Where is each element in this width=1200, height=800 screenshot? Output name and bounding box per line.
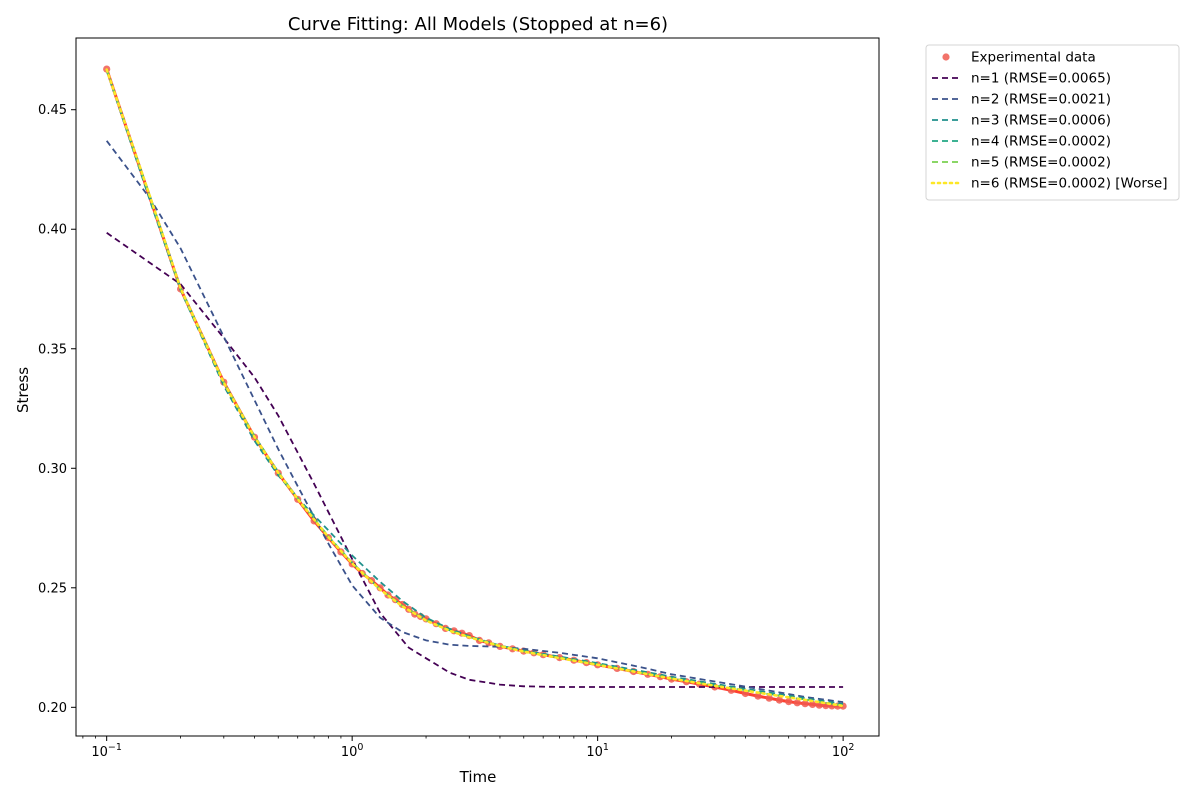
fit-line-n5	[105, 68, 844, 707]
chart-title: Curve Fitting: All Models (Stopped at n=…	[288, 14, 668, 35]
series-line	[105, 70, 844, 705]
experimental-data-point	[754, 692, 762, 700]
y-axis-label: Stress	[14, 367, 32, 413]
legend-label-n2: n=2 (RMSE=0.0021)	[971, 92, 1111, 108]
y-tick-label: 0.40	[38, 223, 67, 238]
experimental-data-line	[105, 68, 844, 708]
series-line	[106, 232, 844, 688]
experimental-data-point	[793, 699, 801, 707]
y-tick-label: 0.25	[38, 581, 67, 596]
experimental-data-point	[801, 700, 809, 708]
legend-label-n4: n=4 (RMSE=0.0002)	[971, 134, 1111, 150]
experimental-data-point	[775, 696, 784, 704]
x-tick-label: 100	[341, 742, 364, 760]
x-tick-label: 10−1	[91, 742, 122, 760]
legend-label-n3: n=3 (RMSE=0.0006)	[971, 113, 1111, 129]
fit-line-n6	[105, 68, 845, 708]
series-line	[105, 140, 844, 703]
fit-line-n1	[106, 232, 844, 688]
experimental-data-point	[808, 700, 817, 709]
y-tick-label: 0.30	[38, 462, 67, 477]
x-tick-label: 101	[586, 742, 609, 760]
legend: Experimental data n=1 (RMSE=0.0065) n=2 (R…	[925, 44, 1180, 201]
y-tick-label: 0.45	[38, 103, 67, 118]
legend-label-n5: n=5 (RMSE=0.0002)	[971, 155, 1111, 171]
legend-marker-experimental	[942, 53, 950, 61]
series-line	[105, 68, 845, 708]
experimental-data-point	[785, 698, 793, 706]
x-axis-label: Time	[459, 768, 497, 786]
fit-line-n4	[105, 70, 844, 707]
fit-line-n2	[105, 140, 844, 703]
legend-label-experimental: Experimental data	[971, 50, 1096, 66]
legend-label-n6: n=6 (RMSE=0.0002) [Worse]	[971, 176, 1168, 192]
y-tick-label: 0.35	[38, 342, 67, 357]
legend-label-n1: n=1 (RMSE=0.0065)	[971, 71, 1111, 87]
y-tick-label: 0.20	[38, 701, 67, 716]
series-line	[105, 70, 844, 707]
legend-box	[925, 44, 1180, 201]
y-axis: 0.20 0.25 0.30 0.35 0.40 0.45	[38, 103, 76, 716]
series-experimental-data	[103, 65, 847, 710]
series-line	[105, 68, 844, 707]
x-tick-label: 102	[832, 742, 855, 760]
plot-area	[75, 37, 880, 737]
fit-line-n3	[105, 70, 844, 705]
plot-frame	[75, 37, 880, 737]
experimental-data-point	[765, 694, 773, 702]
x-axis: 10−1 100 101 102	[82, 736, 855, 760]
